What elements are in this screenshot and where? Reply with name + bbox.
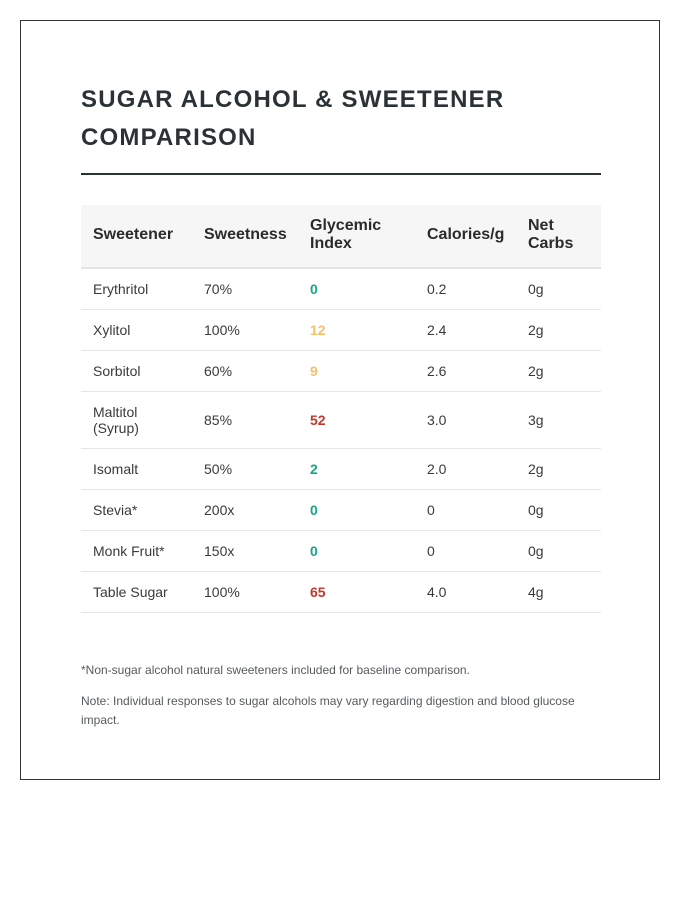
cell-sweetener: Maltitol (Syrup) — [81, 391, 192, 449]
cell-sweetener: Sorbitol — [81, 350, 192, 392]
table-row: Monk Fruit* 150x 0 0 0g — [81, 530, 601, 572]
table-row: Erythritol 70% 0 0.2 0g — [81, 268, 601, 310]
column-header-net-carbs: Net Carbs — [516, 205, 601, 269]
cell-calories: 2.4 — [415, 309, 516, 351]
cell-calories: 0.2 — [415, 268, 516, 310]
cell-net-carbs: 2g — [516, 309, 601, 351]
cell-net-carbs: 3g — [516, 391, 601, 449]
cell-sweetener: Stevia* — [81, 489, 192, 531]
column-header-glycemic-index: Glycemic Index — [298, 205, 415, 269]
column-header-sweetener: Sweetener — [81, 205, 192, 269]
cell-glycemic-index: 65 — [298, 571, 415, 613]
cell-net-carbs: 0g — [516, 530, 601, 572]
cell-calories: 0 — [415, 489, 516, 531]
cell-net-carbs: 2g — [516, 350, 601, 392]
cell-sweetness: 70% — [192, 268, 298, 310]
document-content: SUGAR ALCOHOL & SWEETENER COMPARISON Swe… — [81, 81, 601, 730]
footnote: *Non-sugar alcohol natural sweeteners in… — [81, 663, 470, 677]
cell-sweetener: Monk Fruit* — [81, 530, 192, 572]
table-row: Stevia* 200x 0 0 0g — [81, 489, 601, 531]
cell-calories: 0 — [415, 530, 516, 572]
cell-sweetness: 100% — [192, 571, 298, 613]
cell-sweetness: 100% — [192, 309, 298, 351]
table-row: Xylitol 100% 12 2.4 2g — [81, 309, 601, 351]
table-row: Isomalt 50% 2 2.0 2g — [81, 448, 601, 490]
table-body: Erythritol 70% 0 0.2 0g Xylitol 100% 12 … — [81, 268, 601, 613]
document-card: SUGAR ALCOHOL & SWEETENER COMPARISON Swe… — [20, 20, 660, 780]
cell-glycemic-index: 52 — [298, 391, 415, 449]
cell-glycemic-index: 12 — [298, 309, 415, 351]
comparison-table: Sweetener Sweetness Glycemic Index Calor… — [81, 205, 601, 613]
header-row: Sweetener Sweetness Glycemic Index Calor… — [81, 205, 601, 269]
table-row: Table Sugar 100% 65 4.0 4g — [81, 571, 601, 613]
cell-calories: 2.0 — [415, 448, 516, 490]
cell-sweetness: 50% — [192, 448, 298, 490]
cell-glycemic-index: 2 — [298, 448, 415, 490]
cell-glycemic-index: 9 — [298, 350, 415, 392]
table-row: Maltitol (Syrup) 85% 52 3.0 3g — [81, 391, 601, 449]
cell-sweetness: 150x — [192, 530, 298, 572]
cell-glycemic-index: 0 — [298, 530, 415, 572]
disclaimer-note: Note: Individual responses to sugar alco… — [81, 694, 575, 727]
cell-net-carbs: 2g — [516, 448, 601, 490]
cell-sweetness: 85% — [192, 391, 298, 449]
cell-glycemic-index: 0 — [298, 489, 415, 531]
cell-calories: 2.6 — [415, 350, 516, 392]
column-header-calories: Calories/g — [415, 205, 516, 269]
column-header-sweetness: Sweetness — [192, 205, 298, 269]
cell-sweetener: Erythritol — [81, 268, 192, 310]
table-header: Sweetener Sweetness Glycemic Index Calor… — [81, 205, 601, 269]
cell-net-carbs: 4g — [516, 571, 601, 613]
cell-calories: 3.0 — [415, 391, 516, 449]
cell-sweetener: Isomalt — [81, 448, 192, 490]
cell-glycemic-index: 0 — [298, 268, 415, 310]
cell-calories: 4.0 — [415, 571, 516, 613]
table-row: Sorbitol 60% 9 2.6 2g — [81, 350, 601, 392]
cell-sweetness: 200x — [192, 489, 298, 531]
cell-sweetener: Table Sugar — [81, 571, 192, 613]
cell-sweetness: 60% — [192, 350, 298, 392]
cell-sweetener: Xylitol — [81, 309, 192, 351]
page-title: SUGAR ALCOHOL & SWEETENER COMPARISON — [81, 81, 601, 175]
cell-net-carbs: 0g — [516, 489, 601, 531]
cell-net-carbs: 0g — [516, 268, 601, 310]
